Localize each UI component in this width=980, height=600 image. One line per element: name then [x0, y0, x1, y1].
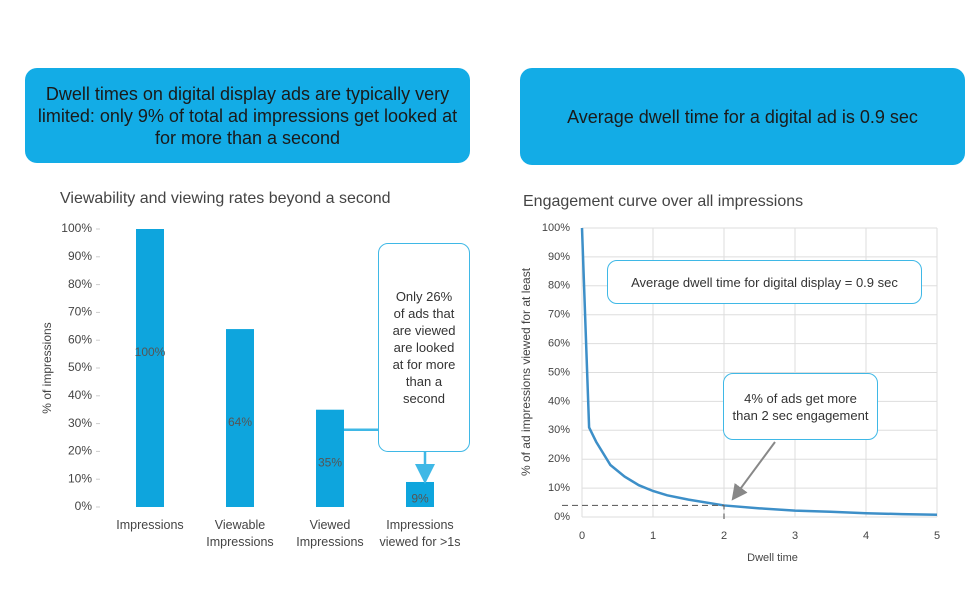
y-tick-label: 60% [68, 332, 92, 346]
x-tick-label: 2 [721, 530, 727, 542]
x-tick-label: Viewable Impressions [206, 518, 274, 549]
y-tick-label: 50% [68, 360, 92, 374]
y-tick-label: 40% [548, 395, 570, 407]
y-tick-label: 30% [548, 424, 570, 436]
y-tick-label: 70% [548, 309, 570, 321]
callout: Average dwell time for digital display =… [607, 260, 922, 304]
y-tick-label: 60% [548, 338, 570, 350]
header-box: Average dwell time for a digital ad is 0… [520, 68, 965, 165]
x-tick-label: Viewed Impressions [296, 518, 364, 549]
y-tick-label: 0% [75, 499, 93, 513]
value-label: 35% [318, 456, 342, 470]
y-tick-label: 20% [548, 453, 570, 465]
x-axis-label: Dwell time [747, 552, 798, 564]
y-axis-label: % of ad impressions viewed for at least [519, 267, 533, 476]
y-tick-label: 20% [68, 444, 92, 458]
callout-arrow [731, 441, 776, 501]
y-tick-label: 30% [68, 416, 92, 430]
bar [406, 481, 434, 507]
reference-line [562, 504, 725, 519]
x-tick-label: Impressions [116, 518, 184, 532]
y-tick-label: 50% [548, 366, 570, 378]
x-tick-label: 4 [863, 530, 869, 542]
callout: Only 26% of ads that are viewed are look… [378, 243, 470, 452]
header-box: Dwell times on digital display ads are t… [25, 68, 470, 163]
y-tick-label: 0% [554, 511, 570, 523]
line-series [580, 227, 938, 516]
x-tick-label: 0 [579, 530, 585, 542]
value-label: 64% [228, 415, 252, 429]
bar [136, 229, 164, 507]
y-axis-label: % of impressions [40, 322, 54, 413]
y-tick-label: 70% [68, 305, 92, 319]
y-tick-label: 10% [68, 471, 92, 485]
x-tick-label: 1 [650, 530, 656, 542]
x-tick-label: Impressions viewed for >1s [379, 518, 461, 549]
chart-title: Viewability and viewing rates beyond a s… [60, 190, 391, 207]
bar [316, 409, 344, 507]
y-tick-label: 100% [61, 221, 92, 235]
y-tick-label: 10% [548, 482, 570, 494]
chart-title: Engagement curve over all impressions [523, 193, 803, 210]
x-tick-label: 5 [934, 530, 940, 542]
y-tick-label: 100% [542, 222, 570, 234]
y-tick-label: 90% [68, 249, 92, 263]
y-tick-label: 90% [548, 251, 570, 263]
y-tick-label: 80% [548, 280, 570, 292]
value-label: 100% [135, 345, 166, 359]
value-label: 9% [411, 492, 429, 506]
y-tick-label: 40% [68, 388, 92, 402]
bar [226, 329, 254, 507]
y-tick-label: 80% [68, 277, 92, 291]
callout: 4% of ads get more than 2 sec engagement [723, 373, 878, 440]
x-tick-label: 3 [792, 530, 798, 542]
